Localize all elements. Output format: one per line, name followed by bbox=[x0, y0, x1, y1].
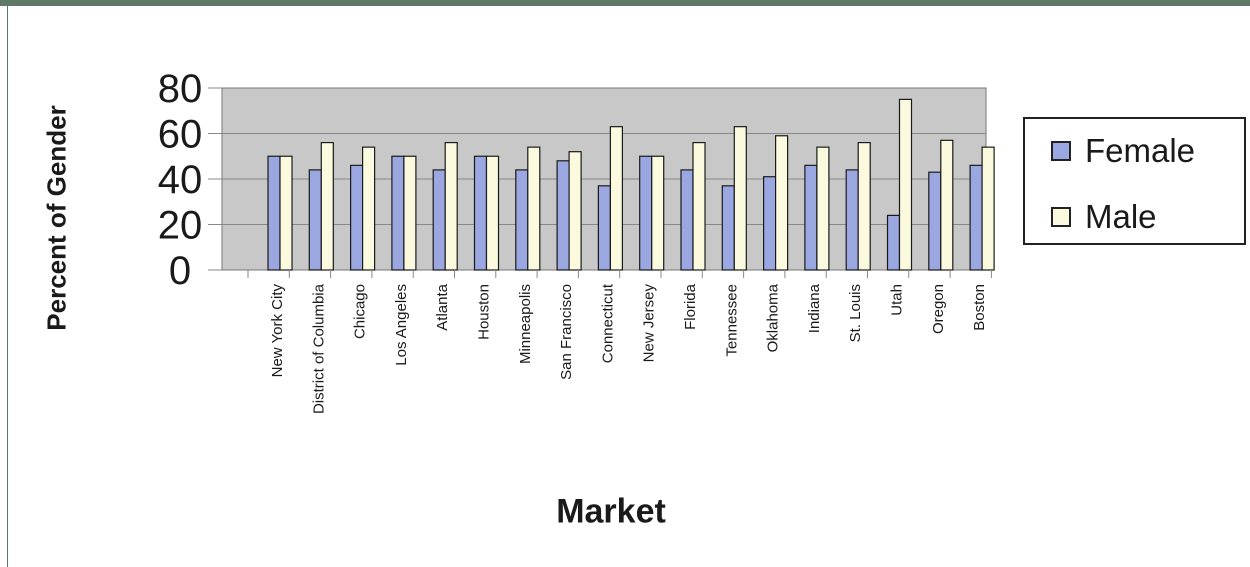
x-tick-label: Los Angeles bbox=[393, 284, 410, 366]
bar-female bbox=[804, 164, 818, 271]
legend-label-female: Female bbox=[1085, 132, 1196, 169]
x-tick-label: St. Louis bbox=[847, 284, 864, 342]
top-accent-bar bbox=[0, 0, 1250, 6]
y-tick-label: 40 bbox=[158, 158, 203, 202]
x-tick-label: Florida bbox=[682, 283, 699, 330]
bar-female bbox=[391, 155, 405, 271]
y-axis-title: Percent of Gender bbox=[41, 105, 72, 331]
x-tick-label: Oregon bbox=[930, 284, 947, 334]
x-axis-ticks: New York City District of Columbia Chicago… bbox=[247, 270, 992, 414]
y-tick-label: 60 bbox=[158, 113, 203, 157]
x-axis-title: Market bbox=[556, 492, 666, 531]
x-tick-label: District of Columbia bbox=[310, 283, 327, 414]
bar-female bbox=[969, 164, 983, 271]
legend-swatch-male bbox=[1051, 207, 1071, 227]
bar-female bbox=[308, 169, 322, 271]
y-tick-label: 80 bbox=[158, 67, 203, 111]
bar-female bbox=[845, 169, 859, 271]
x-tick-label: Minneapolis bbox=[517, 284, 534, 364]
bar-male bbox=[981, 146, 995, 271]
x-tick-label: Tennessee bbox=[723, 284, 740, 357]
x-tick-label: Indiana bbox=[806, 283, 823, 333]
bar-female bbox=[680, 169, 694, 271]
bar-male bbox=[444, 142, 458, 271]
bar-male bbox=[609, 126, 624, 271]
bar-male bbox=[857, 142, 871, 271]
bar-female bbox=[432, 169, 446, 271]
legend-item-male: Male bbox=[1051, 199, 1157, 235]
bar-male bbox=[527, 146, 541, 271]
bar-male bbox=[279, 155, 293, 271]
bar-female bbox=[597, 185, 612, 271]
x-tick-label: Utah bbox=[889, 284, 906, 316]
x-tick-label: New Jersey bbox=[641, 284, 658, 363]
x-tick-label: New York City bbox=[269, 284, 286, 378]
bar-male bbox=[774, 135, 789, 271]
bar-female bbox=[473, 155, 488, 271]
x-tick-label: Chicago bbox=[352, 284, 369, 339]
bar-male bbox=[898, 98, 913, 271]
y-tick-label: 20 bbox=[158, 204, 203, 248]
x-tick-label: Houston bbox=[476, 284, 493, 340]
bar-male bbox=[485, 155, 500, 271]
legend-label-male: Male bbox=[1085, 198, 1157, 235]
bar-male bbox=[320, 142, 334, 271]
legend-swatch-female bbox=[1051, 141, 1071, 161]
bar-male bbox=[940, 139, 954, 271]
bar-female bbox=[721, 185, 735, 271]
bar-male bbox=[568, 151, 582, 271]
bar-female bbox=[267, 155, 281, 271]
bar-male bbox=[816, 146, 830, 271]
y-tick-label: 0 bbox=[169, 249, 191, 293]
legend-item-female: Female bbox=[1051, 133, 1195, 169]
x-tick-label: Boston bbox=[971, 284, 988, 331]
bar-female bbox=[556, 160, 570, 271]
bar-male bbox=[403, 155, 417, 271]
bar-female bbox=[350, 164, 364, 271]
bar-male bbox=[733, 126, 747, 271]
x-tick-label: Atlanta bbox=[434, 283, 451, 330]
legend: Female Male bbox=[1023, 117, 1246, 245]
left-border-rule bbox=[7, 6, 8, 567]
bar-female bbox=[886, 214, 901, 271]
bar-male bbox=[651, 155, 665, 271]
bar-female bbox=[762, 176, 777, 271]
x-tick-label: Oklahoma bbox=[765, 283, 782, 352]
bar-female bbox=[639, 155, 653, 271]
bar-male bbox=[362, 146, 376, 271]
bar-female bbox=[928, 171, 942, 271]
x-tick-label: San Francisco bbox=[558, 284, 575, 380]
bar-female bbox=[515, 169, 529, 271]
x-tick-label: Connecticut bbox=[599, 283, 616, 363]
bar-male bbox=[692, 142, 706, 271]
bars bbox=[267, 98, 995, 271]
